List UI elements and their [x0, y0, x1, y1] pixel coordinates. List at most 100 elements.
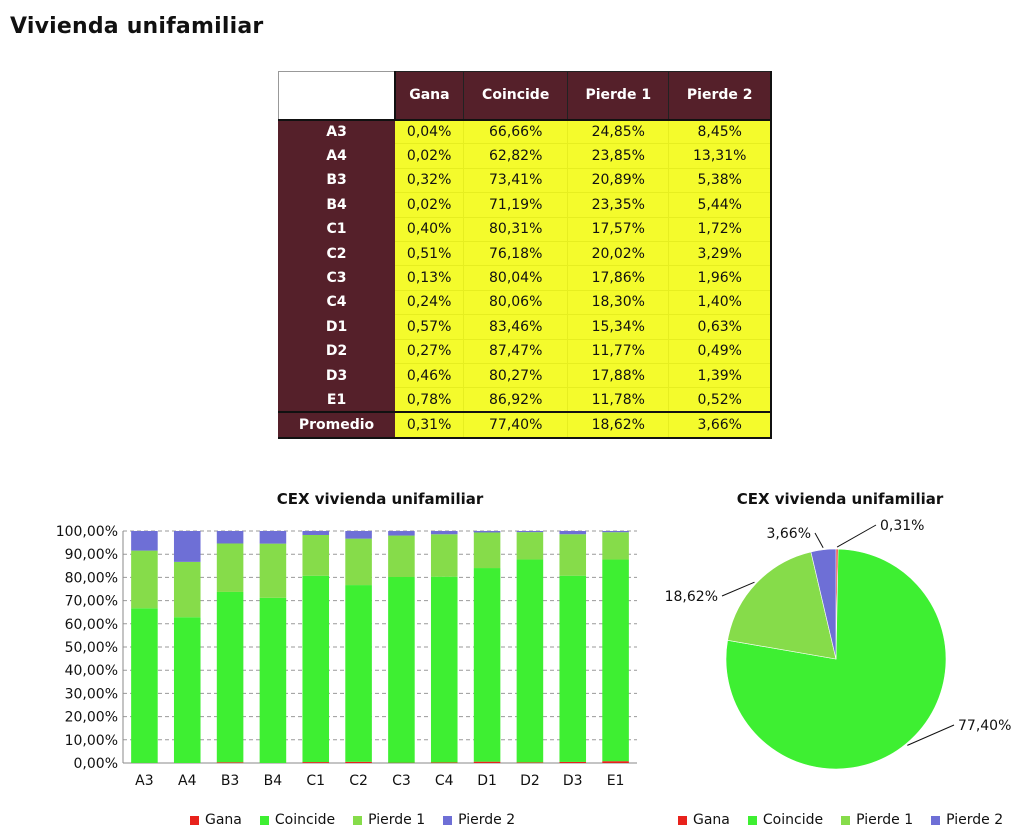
table-row: B4 0,02% 71,19% 23,35% 5,44% — [277, 192, 773, 218]
table-row: B3 0,32% 73,41% 20,89% 5,38% — [277, 167, 773, 194]
x-tick-label: D1 — [477, 773, 497, 789]
y-tick-label: 70,00% — [65, 594, 118, 610]
bar-segment — [473, 761, 501, 763]
results-table: Gana Coincide Pierde 1 Pierde 2 A3 0,04% 6… — [277, 71, 773, 440]
pie-leader-line — [907, 724, 955, 746]
table-row: D3 0,46% 80,27% 17,88% 1,39% — [277, 362, 773, 389]
bar-segment — [216, 543, 244, 592]
bar-segment — [430, 531, 458, 535]
y-tick-label: 50,00% — [65, 640, 118, 656]
bar-segment — [131, 550, 158, 609]
page-title: Vivienda unifamiliar — [10, 14, 264, 39]
legend-item: Gana — [678, 812, 730, 828]
table-corner-cell — [277, 71, 396, 120]
bar-segment — [345, 585, 372, 762]
bar-segment — [516, 531, 544, 533]
row-label: Promedio — [277, 411, 396, 440]
table-row: C4 0,24% 80,06% 18,30% 1,40% — [277, 289, 773, 316]
bar-segment — [559, 534, 587, 576]
table-row: D1 0,57% 83,46% 15,34% 0,63% — [277, 314, 773, 340]
y-tick-label: 90,00% — [65, 547, 118, 563]
table-cell: 18,30% — [567, 289, 670, 316]
table-cell: 0,40% — [394, 216, 465, 242]
bar-segment — [259, 543, 287, 598]
pie-data-label: 0,31% — [880, 518, 924, 534]
table-row: C1 0,40% 80,31% 17,57% 1,72% — [277, 216, 773, 242]
bar-segment — [602, 532, 629, 560]
table-cell: 0,51% — [394, 240, 465, 267]
legend-item: Gana — [190, 812, 242, 828]
bar-segment — [559, 575, 587, 762]
table-cell: 62,82% — [463, 143, 569, 169]
pie-chart-legend: Gana Coincide Pierde 1 Pierde 2 — [678, 812, 1003, 828]
table-cell: 83,46% — [463, 314, 569, 340]
row-label: B4 — [277, 192, 396, 218]
x-tick-label: C4 — [435, 773, 454, 789]
bar-segment — [388, 577, 415, 763]
bar-chart-legend: Gana Coincide Pierde 1 Pierde 2 — [190, 812, 515, 828]
table-cell: 5,44% — [668, 192, 773, 218]
column-header: Pierde 1 — [567, 71, 670, 120]
table-cell: 0,27% — [394, 338, 465, 364]
legend-label: Gana — [693, 812, 730, 828]
bar-segment — [602, 761, 629, 763]
legend-label: Gana — [205, 812, 242, 828]
x-tick-label: C2 — [349, 773, 368, 789]
x-tick-label: A3 — [135, 773, 153, 789]
bar-segment — [516, 532, 544, 560]
table-row: C3 0,13% 80,04% 17,86% 1,96% — [277, 265, 773, 291]
pie-chart-title: CEX vivienda unifamiliar — [736, 490, 944, 508]
bar-segment — [473, 531, 501, 533]
legend-item: Pierde 2 — [931, 812, 1003, 828]
x-tick-label: D3 — [563, 773, 583, 789]
x-tick-label: C1 — [306, 773, 325, 789]
table-cell: 17,88% — [567, 362, 670, 389]
pie-leader-line — [721, 581, 755, 597]
row-label: D2 — [277, 338, 396, 364]
bar-segment — [302, 531, 330, 535]
pie-slice — [727, 551, 837, 660]
bar-segment — [131, 608, 158, 763]
row-label: E1 — [277, 387, 396, 413]
x-tick-label: D2 — [520, 773, 540, 789]
table-cell: 3,66% — [668, 411, 773, 440]
table-cell: 23,85% — [567, 143, 670, 169]
table-cell: 11,78% — [567, 387, 670, 413]
table-cell: 0,02% — [394, 192, 465, 218]
pie-slice — [810, 548, 837, 660]
bar-segment — [473, 568, 501, 762]
bar-segment — [388, 531, 415, 536]
y-tick-label: 10,00% — [65, 733, 118, 749]
bar-segment — [216, 531, 244, 544]
row-label: B3 — [277, 167, 396, 194]
table-row: D2 0,27% 87,47% 11,77% 0,49% — [277, 338, 773, 364]
bar-segment — [430, 576, 458, 763]
table-cell: 1,39% — [668, 362, 773, 389]
table-cell: 1,40% — [668, 289, 773, 316]
bar-segment — [516, 559, 544, 763]
pie-leader-line — [836, 524, 877, 548]
column-header: Pierde 2 — [668, 71, 773, 120]
legend-item: Coincide — [259, 812, 336, 828]
bar-segment — [302, 534, 330, 576]
row-label: C4 — [277, 289, 396, 316]
row-label: C1 — [277, 216, 396, 242]
legend-label: Pierde 1 — [368, 812, 426, 828]
table-cell: 1,96% — [668, 265, 773, 291]
row-label: C3 — [277, 265, 396, 291]
table-cell: 20,89% — [567, 167, 670, 194]
table-cell: 80,27% — [463, 362, 569, 389]
legend-swatch — [353, 815, 363, 825]
table-cell: 1,72% — [668, 216, 773, 242]
y-tick-label: 80,00% — [65, 570, 118, 586]
table-cell: 77,40% — [463, 411, 569, 440]
table-cell: 0,31% — [394, 411, 465, 440]
legend-label: Coincide — [274, 812, 336, 828]
y-tick-label: 100,00% — [56, 524, 118, 540]
bar-segment — [430, 762, 458, 763]
table-cell: 5,38% — [668, 167, 773, 194]
bar-segment — [602, 531, 629, 533]
y-tick-label: 0,00% — [74, 756, 118, 772]
x-tick-label: C3 — [392, 773, 411, 789]
